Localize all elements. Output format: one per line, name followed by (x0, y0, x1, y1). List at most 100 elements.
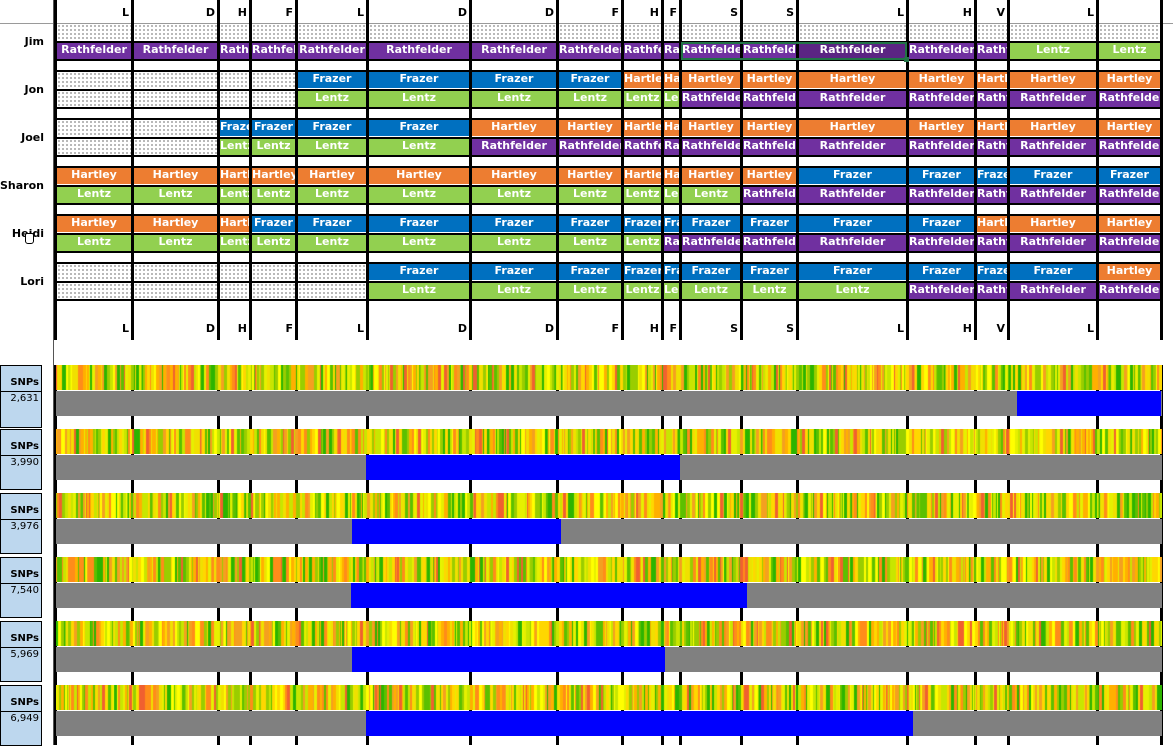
haplotype-cell-rathfelder[interactable]: Rathfelder (472, 43, 556, 59)
haplotype-cell-lentz[interactable]: Lentz (624, 283, 661, 299)
shared-region-highlight[interactable] (1017, 391, 1161, 416)
haplotype-cell-rathfelder[interactable]: Rathfelder (977, 43, 1007, 59)
haplotype-cell-hartley[interactable]: Hartley (664, 120, 679, 136)
empty-cell[interactable] (977, 24, 1007, 40)
haplotype-cell-frazer[interactable]: Frazer (799, 168, 906, 184)
empty-cell[interactable] (57, 24, 131, 40)
haplotype-cell-lentz[interactable]: Lentz (369, 283, 469, 299)
haplotype-cell-lentz[interactable]: Lentz (252, 139, 295, 155)
haplotype-cell-hartley[interactable]: Hartley (472, 168, 556, 184)
empty-cell[interactable] (252, 264, 295, 280)
haplotype-cell-frazer[interactable]: Frazer (909, 216, 974, 232)
haplotype-cell-lentz[interactable]: Lentz (559, 235, 621, 251)
empty-cell[interactable] (682, 24, 740, 40)
column-header[interactable]: V (996, 6, 1005, 19)
haplotype-cell-lentz[interactable]: Lentz (624, 91, 661, 107)
haplotype-cell-lentz[interactable]: Lentz (220, 235, 249, 251)
haplotype-cell-lentz[interactable]: Lentz (624, 235, 661, 251)
haplotype-cell-hartley[interactable]: Hartley (664, 168, 679, 184)
column-header[interactable]: D (457, 6, 467, 19)
haplotype-cell-frazer[interactable]: Frazer (472, 216, 556, 232)
haplotype-cell-hartley[interactable]: Hartley (682, 168, 740, 184)
haplotype-cell-lentz[interactable]: Lentz (298, 235, 366, 251)
haplotype-cell-frazer[interactable]: Frazer (624, 264, 661, 280)
haplotype-cell-rathfelder[interactable]: Rathfelder (1010, 91, 1096, 107)
haplotype-cell-frazer[interactable]: Frazer (664, 264, 679, 280)
empty-cell[interactable] (134, 24, 217, 40)
shared-region-highlight[interactable] (352, 519, 561, 544)
haplotype-cell-frazer[interactable]: Frazer (1010, 264, 1096, 280)
empty-cell[interactable] (134, 91, 217, 107)
shared-region-highlight[interactable] (351, 583, 747, 608)
empty-cell[interactable] (220, 72, 249, 88)
haplotype-cell-rathfelder[interactable]: Rathfelder (1099, 139, 1160, 155)
haplotype-cell-rathfelder[interactable]: Rathfelder (559, 43, 621, 59)
haplotype-cell-hartley[interactable]: Hartley (298, 168, 366, 184)
haplotype-cell-rathfelder[interactable]: Rathfelder (664, 43, 679, 59)
haplotype-cell-hartley[interactable]: Hartley (1099, 72, 1160, 88)
empty-cell[interactable] (57, 283, 131, 299)
haplotype-cell-rathfelder[interactable]: Rathfelder (664, 139, 679, 155)
haplotype-cell-frazer[interactable]: Frazer (559, 264, 621, 280)
haplotype-cell-frazer[interactable]: Frazer (624, 216, 661, 232)
haplotype-cell-hartley[interactable]: Hartley (369, 168, 469, 184)
haplotype-cell-rathfelder[interactable]: Rathfelder (624, 43, 661, 59)
empty-cell[interactable] (1099, 24, 1160, 40)
haplotype-cell-frazer[interactable]: Frazer (559, 72, 621, 88)
empty-cell[interactable] (252, 91, 295, 107)
haplotype-cell-frazer[interactable]: Frazer (743, 216, 796, 232)
haplotype-cell-rathfelder[interactable]: Rathfelder (743, 43, 796, 59)
column-header[interactable]: F (669, 6, 677, 19)
haplotype-cell-lentz[interactable]: Lentz (682, 187, 740, 203)
haplotype-cell-hartley[interactable]: Hartley (220, 168, 249, 184)
haplotype-cell-hartley[interactable]: Hartley (1010, 72, 1096, 88)
empty-cell[interactable] (57, 264, 131, 280)
haplotype-cell-frazer[interactable]: Frazer (682, 216, 740, 232)
haplotype-cell-hartley[interactable]: Hartley (1099, 120, 1160, 136)
haplotype-cell-lentz[interactable]: Lentz (664, 187, 679, 203)
empty-cell[interactable] (220, 264, 249, 280)
haplotype-cell-lentz[interactable]: Lentz (220, 139, 249, 155)
haplotype-cell-hartley[interactable]: Hartley (624, 168, 661, 184)
haplotype-cell-frazer[interactable]: Frazer (977, 168, 1007, 184)
haplotype-cell-lentz[interactable]: Lentz (799, 283, 906, 299)
column-header[interactable]: H (649, 6, 659, 19)
haplotype-cell-lentz[interactable]: Lentz (664, 283, 679, 299)
haplotype-cell-rathfelder[interactable]: Rathfelder (1010, 139, 1096, 155)
haplotype-cell-hartley[interactable]: Hartley (743, 120, 796, 136)
haplotype-cell-hartley[interactable]: Hartley (624, 72, 661, 88)
empty-cell[interactable] (134, 283, 217, 299)
selection-fill-handle[interactable] (904, 57, 909, 62)
haplotype-cell-hartley[interactable]: Hartley (57, 216, 131, 232)
column-header[interactable]: F (611, 6, 619, 19)
empty-cell[interactable] (57, 120, 131, 136)
haplotype-cell-lentz[interactable]: Lentz (1010, 43, 1096, 59)
haplotype-cell-hartley[interactable]: Hartley (1099, 216, 1160, 232)
haplotype-cell-lentz[interactable]: Lentz (624, 187, 661, 203)
haplotype-cell-hartley[interactable]: Hartley (134, 168, 217, 184)
haplotype-cell-rathfelder[interactable]: Rathfelder (682, 139, 740, 155)
haplotype-cell-lentz[interactable]: Lentz (252, 235, 295, 251)
haplotype-cell-lentz[interactable]: Lentz (57, 235, 131, 251)
haplotype-cell-rathfelder[interactable]: Rathfelder (252, 43, 295, 59)
haplotype-cell-lentz[interactable]: Lentz (369, 139, 469, 155)
haplotype-cell-rathfelder[interactable]: Rathfelder (909, 187, 974, 203)
haplotype-cell-rathfelder[interactable]: Rathfelder (977, 187, 1007, 203)
haplotype-cell-hartley[interactable]: Hartley (909, 72, 974, 88)
column-header[interactable]: S (730, 6, 738, 19)
haplotype-cell-frazer[interactable]: Frazer (369, 120, 469, 136)
empty-cell[interactable] (134, 72, 217, 88)
haplotype-cell-lentz[interactable]: Lentz (559, 91, 621, 107)
haplotype-cell-hartley[interactable]: Hartley (743, 168, 796, 184)
haplotype-cell-lentz[interactable]: Lentz (298, 139, 366, 155)
haplotype-cell-hartley[interactable]: Hartley (799, 120, 906, 136)
haplotype-cell-frazer[interactable]: Frazer (298, 72, 366, 88)
haplotype-cell-frazer[interactable]: Frazer (220, 120, 249, 136)
empty-cell[interactable] (664, 24, 679, 40)
haplotype-cell-rathfelder[interactable]: Rathfelder (799, 235, 906, 251)
haplotype-cell-rathfelder[interactable]: Rathfelder (799, 43, 906, 59)
haplotype-cell-frazer[interactable]: Frazer (682, 264, 740, 280)
haplotype-cell-lentz[interactable]: Lentz (252, 187, 295, 203)
shared-region-highlight[interactable] (366, 711, 913, 736)
haplotype-cell-lentz[interactable]: Lentz (369, 187, 469, 203)
